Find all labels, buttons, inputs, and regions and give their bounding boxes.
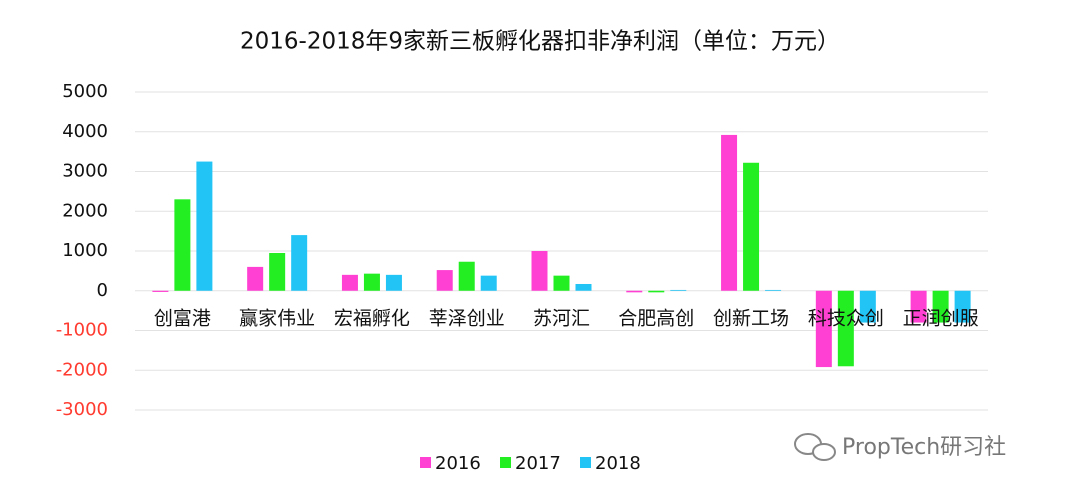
x-tick-label: 正润创服 — [903, 307, 979, 329]
x-tick-label: 创新工场 — [713, 307, 789, 329]
y-tick-label: 3000 — [62, 161, 108, 182]
bar — [385, 274, 402, 291]
legend-swatch — [420, 457, 431, 468]
bar — [743, 162, 760, 291]
bar — [458, 261, 475, 291]
y-tick-label: -3000 — [56, 399, 108, 420]
watermark: PropTech研习社 — [794, 433, 1006, 461]
bar — [269, 252, 286, 291]
chart-title: 2016-2018年9家新三板孵化器扣非净利润（单位：万元） — [240, 29, 840, 55]
bar — [648, 290, 665, 293]
y-tick-label: 5000 — [62, 81, 108, 102]
legend-label: 2018 — [595, 453, 641, 474]
bar — [721, 134, 738, 291]
bar — [436, 270, 453, 291]
y-tick-label: 1000 — [62, 240, 108, 261]
bar — [954, 290, 971, 323]
bar — [174, 199, 191, 291]
legend-swatch — [580, 457, 591, 468]
bar — [765, 289, 782, 291]
bar — [247, 266, 264, 291]
legend-item: 2016 — [420, 453, 481, 474]
bar — [932, 290, 949, 323]
x-tick-label: 合肥高创 — [618, 307, 694, 329]
bar — [553, 275, 570, 291]
legend-item: 2018 — [580, 453, 641, 474]
y-tick-label: 0 — [97, 280, 108, 301]
legend-label: 2017 — [515, 453, 561, 474]
bar — [291, 235, 308, 291]
legend-label: 2016 — [435, 453, 481, 474]
x-tick-label: 苏河汇 — [533, 307, 590, 329]
bar — [815, 290, 832, 368]
x-tick-label: 莘泽创业 — [429, 307, 505, 329]
bar — [341, 274, 358, 291]
y-tick-label: 4000 — [62, 121, 108, 142]
bar — [152, 290, 169, 292]
bar — [670, 289, 687, 291]
bar — [363, 273, 380, 291]
legend-swatch — [500, 457, 511, 468]
bar — [575, 283, 592, 291]
y-tick-label: -2000 — [56, 359, 108, 380]
bar — [480, 275, 497, 291]
bar — [626, 290, 643, 293]
x-tick-label: 科技众创 — [808, 307, 884, 329]
x-tick-label: 赢家伟业 — [239, 307, 315, 329]
bar — [531, 251, 548, 291]
legend-item: 2017 — [500, 453, 561, 474]
watermark-text: PropTech研习社 — [842, 435, 1006, 460]
bar — [910, 290, 927, 323]
y-tick-label: -1000 — [56, 320, 108, 341]
watermark-icon — [812, 443, 836, 461]
y-tick-label: 2000 — [62, 200, 108, 221]
bar — [196, 161, 213, 291]
x-tick-label: 创富港 — [154, 307, 211, 329]
x-tick-label: 宏福孵化 — [334, 307, 410, 329]
bar — [859, 290, 876, 323]
bar — [837, 290, 854, 367]
